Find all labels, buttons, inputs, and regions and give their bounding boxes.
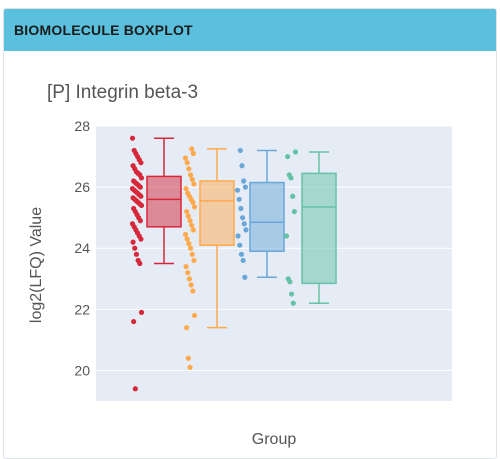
y-tick-label: 28 bbox=[74, 118, 90, 134]
data-point bbox=[185, 355, 191, 361]
box-iqr bbox=[301, 172, 337, 285]
boxplot-panel: BIOMOLECULE BOXPLOT [P] Integrin beta-3 … bbox=[3, 8, 497, 459]
box-group[interactable] bbox=[283, 149, 337, 306]
data-point bbox=[235, 233, 241, 239]
data-point bbox=[137, 260, 143, 267]
data-point bbox=[184, 325, 190, 331]
data-point bbox=[131, 318, 137, 325]
data-point bbox=[242, 274, 248, 280]
data-point bbox=[237, 147, 243, 154]
data-point bbox=[186, 166, 192, 172]
data-point bbox=[239, 215, 246, 221]
data-point bbox=[291, 208, 297, 215]
data-point bbox=[288, 291, 295, 297]
data-point bbox=[190, 227, 196, 233]
data-point bbox=[240, 257, 246, 264]
box-iqr bbox=[249, 181, 285, 253]
y-tick-label: 20 bbox=[74, 362, 90, 378]
box-group[interactable] bbox=[182, 146, 235, 370]
data-point bbox=[189, 251, 195, 257]
data-point bbox=[138, 202, 145, 209]
y-tick-labels: 20 22 24 26 28 bbox=[74, 118, 90, 378]
data-point bbox=[190, 150, 196, 157]
x-axis-label: Group bbox=[252, 431, 297, 448]
data-point bbox=[241, 221, 247, 227]
data-point bbox=[187, 364, 193, 370]
data-point bbox=[186, 241, 192, 247]
data-point bbox=[184, 160, 190, 166]
data-point bbox=[186, 276, 193, 282]
data-point bbox=[132, 245, 138, 251]
data-point bbox=[236, 196, 242, 202]
y-tick-label: 22 bbox=[74, 301, 90, 317]
data-point bbox=[187, 245, 194, 251]
data-point bbox=[191, 181, 197, 187]
data-point bbox=[182, 231, 189, 238]
plot-area[interactable] bbox=[96, 126, 452, 401]
data-point bbox=[132, 386, 138, 392]
box-series[interactable] bbox=[129, 135, 337, 392]
data-point bbox=[290, 300, 296, 306]
data-point bbox=[292, 149, 299, 155]
data-point bbox=[130, 239, 136, 245]
data-point bbox=[185, 213, 191, 219]
data-point bbox=[189, 176, 195, 183]
y-tick-label: 24 bbox=[74, 240, 90, 256]
box-iqr bbox=[199, 180, 235, 246]
data-point bbox=[183, 186, 189, 192]
data-point bbox=[242, 184, 248, 190]
data-point bbox=[191, 257, 197, 264]
data-point bbox=[238, 251, 245, 257]
data-point bbox=[188, 282, 194, 288]
data-point bbox=[287, 279, 293, 285]
data-point bbox=[187, 218, 193, 224]
data-point bbox=[137, 218, 143, 224]
y-tick-label: 26 bbox=[74, 179, 90, 195]
data-point bbox=[189, 222, 195, 228]
data-point bbox=[184, 236, 190, 242]
data-point bbox=[243, 227, 249, 233]
data-point bbox=[138, 175, 145, 181]
y-axis-label: log2(LFQ) Value bbox=[28, 207, 45, 323]
data-point bbox=[138, 193, 144, 199]
data-point bbox=[138, 236, 144, 242]
data-point bbox=[182, 155, 189, 161]
data-point bbox=[191, 312, 198, 319]
box-group[interactable] bbox=[129, 135, 182, 392]
data-point bbox=[285, 153, 291, 160]
data-point bbox=[133, 251, 140, 257]
data-point bbox=[237, 242, 243, 248]
data-point bbox=[184, 208, 190, 215]
data-point bbox=[138, 309, 145, 315]
boxplot-chart[interactable]: [P] Integrin beta-3 20 22 24 26 28 log2(LFQ)… bbox=[4, 51, 497, 459]
box-group[interactable] bbox=[234, 147, 285, 280]
data-point bbox=[185, 270, 191, 276]
data-point bbox=[183, 263, 189, 270]
panel-title: BIOMOLECULE BOXPLOT bbox=[14, 22, 193, 38]
data-point bbox=[283, 233, 290, 239]
data-point bbox=[288, 175, 294, 181]
box-iqr bbox=[146, 175, 182, 228]
data-point bbox=[129, 135, 136, 141]
panel-header: BIOMOLECULE BOXPLOT bbox=[4, 9, 496, 51]
data-point bbox=[191, 204, 198, 210]
data-point bbox=[190, 288, 196, 294]
data-point bbox=[190, 199, 196, 205]
data-point bbox=[138, 160, 144, 166]
data-point bbox=[239, 163, 245, 169]
data-point bbox=[187, 172, 194, 178]
data-point bbox=[189, 146, 195, 152]
data-point bbox=[137, 184, 143, 190]
data-point bbox=[234, 187, 241, 193]
data-point bbox=[238, 205, 244, 212]
chart-title: [P] Integrin beta-3 bbox=[47, 82, 198, 103]
data-point bbox=[241, 178, 247, 184]
data-point bbox=[290, 193, 296, 199]
